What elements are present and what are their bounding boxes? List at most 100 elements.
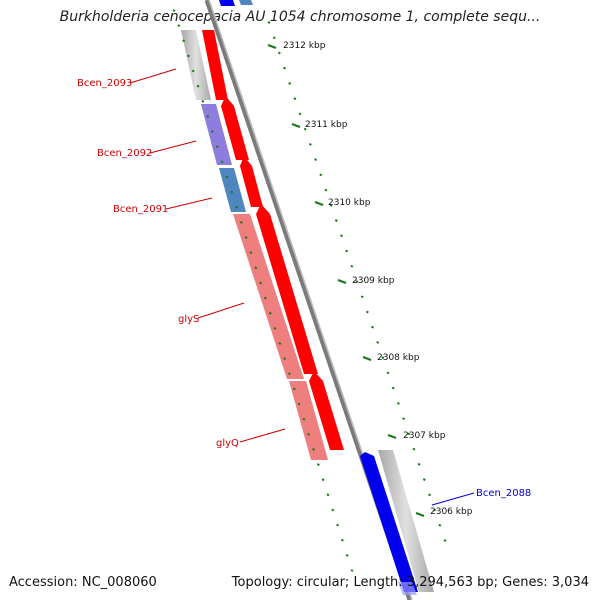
map-title: Burkholderia cenocepacia AU 1054 chromos… [59, 9, 541, 25]
minor-tick-inner [350, 569, 354, 572]
gene-label: glyS [178, 314, 199, 325]
gene-leader-line [239, 428, 286, 443]
tick-label: 2306 kbp [430, 507, 473, 517]
minor-tick-inner [182, 39, 186, 43]
accession-value: NC_008060 [81, 575, 157, 590]
gene-glyq [289, 381, 328, 460]
minor-tick-outer [365, 310, 369, 314]
genes-value: 3,034 [551, 575, 589, 590]
minor-tick-outer [329, 203, 333, 207]
gene-top-partial-blue [219, 0, 235, 6]
tick-label: 2311 kbp [305, 120, 348, 130]
minor-tick-inner [340, 538, 344, 542]
minor-tick-inner [215, 145, 219, 149]
minor-tick-outer [272, 36, 276, 40]
minor-tick-outer [391, 386, 395, 390]
major-tick [314, 200, 324, 207]
minor-tick-outer [314, 158, 318, 162]
minor-tick-outer [267, 21, 271, 24]
minor-tick-outer [283, 66, 286, 70]
gene-label: glyQ [216, 438, 239, 449]
major-tick [267, 43, 277, 50]
minor-tick-outer [277, 51, 281, 55]
minor-tick-outer [422, 478, 426, 481]
genome-summary: Topology: circular; Length: 3,294,563 bp… [231, 575, 589, 590]
minor-tick-outer [298, 112, 302, 116]
topology-label: Topology: [231, 575, 293, 590]
gene-top-partial-steelblue [239, 0, 253, 5]
gene-label: Bcen_2092 [97, 148, 152, 159]
minor-tick-inner [273, 326, 277, 330]
minor-tick-inner [297, 402, 301, 406]
gene-leader-line [431, 492, 475, 506]
tick-label: 2310 kbp [328, 198, 371, 208]
major-tick [337, 278, 347, 285]
minor-tick-outer [319, 173, 323, 177]
minor-tick-outer [381, 356, 385, 360]
minor-tick-inner [307, 432, 311, 436]
minor-tick-inner [326, 493, 330, 497]
tick-label: 2312 kbp [283, 41, 326, 51]
minor-tick-inner [186, 54, 190, 58]
minor-tick-inner [316, 463, 320, 466]
length-label: Length: [353, 575, 403, 590]
minor-tick-outer [303, 127, 307, 131]
topology-value: circular [296, 575, 345, 590]
accession-info: Accession: NC_008060 [9, 575, 157, 590]
minor-tick-outer [417, 462, 421, 466]
minor-tick-outer [412, 447, 416, 451]
minor-tick-inner [225, 175, 229, 179]
minor-tick-outer [360, 295, 364, 299]
gene-label: Bcen_2091 [113, 204, 168, 215]
minor-tick-inner [239, 220, 243, 224]
minor-tick-inner [321, 478, 325, 482]
minor-tick-inner [288, 372, 291, 376]
gene-leader-line [149, 140, 197, 154]
major-tick [415, 511, 425, 518]
major-tick [387, 433, 397, 440]
minor-tick-inner [254, 266, 258, 270]
minor-tick-inner [196, 84, 200, 88]
minor-tick-outer [443, 539, 447, 542]
minor-tick-inner [345, 553, 349, 557]
gene-bcen-2088 [360, 452, 418, 592]
accession-label: Accession: [9, 575, 78, 590]
minor-tick-inner [331, 508, 335, 512]
minor-tick-inner [191, 69, 195, 73]
gene-bcen-2093 [181, 30, 211, 100]
minor-tick-outer [293, 97, 297, 101]
minor-tick-inner [230, 190, 234, 194]
minor-tick-outer [308, 142, 312, 146]
gene-bcen-2088-tip [398, 582, 417, 595]
minor-tick-inner [292, 387, 296, 391]
minor-tick-inner [302, 417, 306, 421]
minor-tick-outer [324, 188, 328, 192]
minor-tick-outer [396, 401, 400, 405]
minor-tick-inner [211, 130, 214, 133]
major-tick [291, 122, 301, 129]
tick-label: 2308 kbp [377, 353, 420, 363]
tick-label: 2309 kbp [352, 276, 395, 286]
minor-tick-outer [428, 493, 431, 497]
minor-tick-inner [172, 9, 176, 12]
minor-tick-inner [206, 115, 210, 118]
minor-tick-inner [235, 205, 238, 209]
minor-tick-inner [263, 296, 267, 300]
minor-tick-inner [259, 281, 263, 285]
minor-tick-outer [438, 523, 442, 527]
minor-tick-outer [402, 417, 406, 421]
minor-tick-outer [386, 371, 390, 375]
minor-tick-inner [283, 357, 287, 361]
minor-tick-inner [268, 311, 272, 315]
minor-tick-inner [336, 523, 340, 527]
genes-label: Genes: [502, 575, 548, 590]
minor-tick-outer [433, 508, 437, 512]
minor-tick-outer [350, 264, 354, 268]
gene-bcen-2091 [219, 168, 246, 212]
minor-tick-outer [355, 280, 359, 283]
tick-label: 2307 kbp [403, 431, 446, 441]
minor-tick-outer [340, 234, 343, 238]
length-value: 3,294,563 bp [406, 575, 494, 590]
minor-tick-outer [371, 325, 374, 329]
